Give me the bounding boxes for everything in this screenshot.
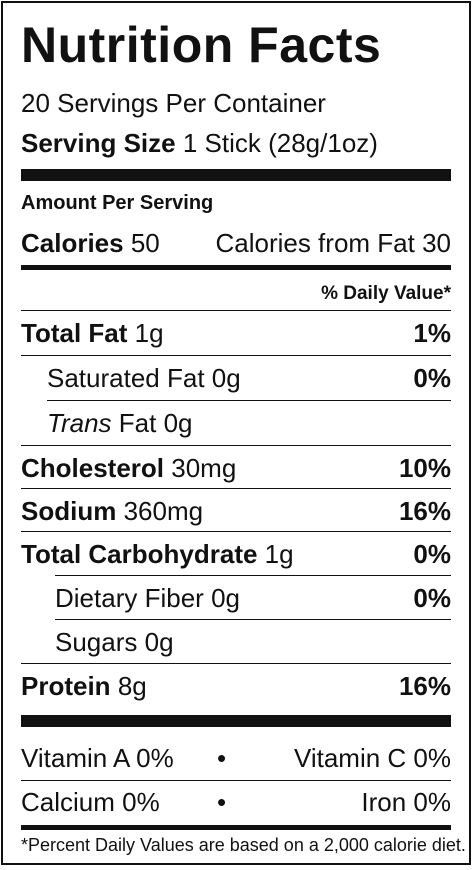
nutrient-name: Dietary Fiber bbox=[55, 583, 204, 613]
divider bbox=[55, 575, 451, 576]
amount-per-serving: Amount Per Serving bbox=[21, 192, 214, 214]
nutrient-row-cholesterol: Cholesterol 30mg 10% bbox=[21, 446, 451, 490]
daily-value-header: % Daily Value* bbox=[321, 283, 451, 304]
calories-label: Calories bbox=[21, 228, 124, 258]
calories-row: Calories 50 Calories from Fat 30 bbox=[21, 227, 451, 259]
divider bbox=[21, 310, 451, 311]
divider bbox=[21, 488, 451, 489]
nutrient-amount: 30mg bbox=[171, 453, 237, 483]
divider bbox=[21, 780, 451, 781]
calcium: Calcium 0% bbox=[21, 787, 160, 817]
vitamin-c: Vitamin C 0% bbox=[293, 743, 451, 773]
nutrient-dv: 0% bbox=[413, 539, 451, 569]
nutrient-row-dietary-fiber: Dietary Fiber 0g 0% bbox=[21, 576, 451, 620]
nutrient-dv: 1% bbox=[413, 318, 451, 348]
nutrient-name: Cholesterol bbox=[21, 453, 165, 483]
medium-divider bbox=[21, 265, 451, 270]
divider bbox=[21, 663, 451, 664]
serving-size-value: 1 Stick (28g/1oz) bbox=[182, 128, 378, 158]
nutrient-name: Protein bbox=[21, 671, 111, 701]
vitamin-a: Vitamin A 0% bbox=[21, 743, 174, 773]
nutrient-name: Total Carbohydrate bbox=[21, 539, 258, 569]
nutrient-amount: 0g bbox=[211, 583, 240, 613]
bullet-icon: • bbox=[217, 787, 227, 817]
nutrient-dv: 10% bbox=[398, 453, 451, 483]
nutrient-amount: 0g bbox=[144, 627, 174, 657]
nutrient-name: Sodium bbox=[21, 496, 117, 526]
medium-divider bbox=[21, 825, 451, 830]
nutrient-name: Trans bbox=[47, 408, 112, 438]
thick-divider bbox=[21, 169, 451, 181]
nutrient-dv: 0% bbox=[413, 363, 451, 393]
nutrient-row-sugars: Sugars 0g bbox=[21, 620, 451, 664]
calories-value: 50 bbox=[130, 228, 160, 258]
calories-from-fat: Calories from Fat 30 bbox=[215, 228, 451, 258]
nutrient-amount: 0g bbox=[211, 363, 241, 393]
nutrient-row-total-fat: Total Fat 1g 1% bbox=[21, 311, 451, 355]
serving-size: Serving Size 1 Stick (28g/1oz) bbox=[21, 127, 451, 159]
nutrient-name: Total Fat bbox=[21, 318, 128, 348]
nutrient-dv: 16% bbox=[398, 671, 451, 701]
nutrient-row-protein: Protein 8g 16% bbox=[21, 664, 451, 708]
footnote: *Percent Daily Values are based on a 2,0… bbox=[21, 835, 466, 855]
serving-size-label: Serving Size bbox=[21, 128, 176, 158]
nutrient-dv: 16% bbox=[398, 496, 451, 526]
nutrient-amount: 8g bbox=[117, 671, 147, 701]
nutrient-row-sodium: Sodium 360mg 16% bbox=[21, 489, 451, 533]
divider bbox=[47, 400, 451, 401]
divider bbox=[55, 619, 451, 620]
nutrient-dv: 0% bbox=[413, 583, 451, 613]
bullet-icon: • bbox=[217, 743, 227, 773]
nutrient-name-rest: Fat bbox=[118, 408, 157, 438]
nutrient-row-trans-fat: Trans Fat 0g bbox=[21, 401, 451, 445]
nutrient-name: Sugars bbox=[55, 627, 138, 657]
nutrient-amount: 1g bbox=[264, 539, 294, 569]
nutrient-row-total-carbohydrate: Total Carbohydrate 1g 0% bbox=[21, 532, 451, 576]
divider bbox=[21, 531, 451, 532]
label-title: Nutrition Facts bbox=[21, 17, 382, 73]
servings-per-container: 20 Servings Per Container bbox=[21, 88, 326, 118]
nutrient-amount: 360mg bbox=[123, 496, 204, 526]
nutrient-row-saturated-fat: Saturated Fat 0g 0% bbox=[21, 356, 451, 400]
iron: Iron 0% bbox=[361, 787, 451, 817]
vitamin-row: Vitamin A 0% • Vitamin C 0% bbox=[21, 737, 451, 779]
thick-divider bbox=[21, 715, 451, 727]
nutrient-amount: 1g bbox=[134, 318, 164, 348]
divider bbox=[21, 355, 451, 356]
nutrient-amount: 0g bbox=[163, 408, 193, 438]
nutrient-name: Saturated Fat bbox=[47, 363, 205, 393]
mineral-row: Calcium 0% • Iron 0% bbox=[21, 781, 451, 823]
divider bbox=[21, 445, 451, 446]
